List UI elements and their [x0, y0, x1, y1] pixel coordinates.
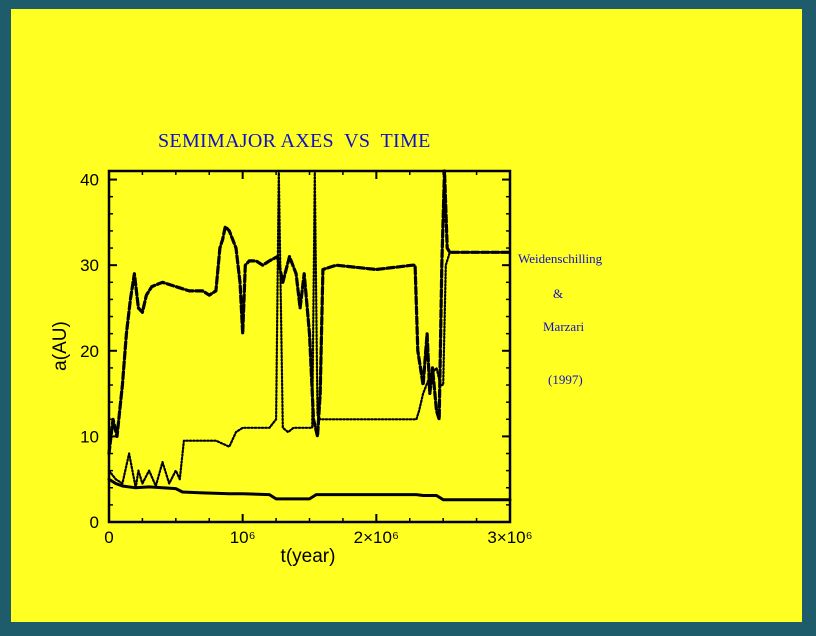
y-tick-label: 0 [90, 513, 99, 532]
y-tick-label: 40 [80, 171, 99, 190]
y-tick-label: 30 [80, 256, 99, 275]
citation-author-2: Marzari [543, 319, 585, 334]
series-layer [107, 169, 512, 502]
y-tick-label: 10 [80, 427, 99, 446]
citation-author-1: Weidenschilling [518, 251, 603, 266]
citation-ampersand: & [553, 286, 564, 301]
series-line-dashed [107, 169, 512, 456]
tick-layer: 0 10⁶ 2×10⁶ 3×10⁶ 0 10 20 30 40 [80, 171, 533, 547]
series-line-solid [107, 477, 512, 502]
x-axis-label: t(year) [281, 546, 336, 567]
series-line-dotted [107, 169, 512, 489]
x-tick-label: 3×10⁶ [487, 528, 532, 547]
citation-year: (1997) [548, 372, 583, 387]
x-tick-label: 10⁶ [230, 528, 256, 547]
y-tick-label: 20 [80, 342, 99, 361]
x-tick-label: 2×10⁶ [354, 528, 399, 547]
y-axis-label: a(AU) [50, 321, 71, 371]
chart-title: SEMIMAJOR AXES VS TIME [158, 130, 431, 152]
x-tick-label: 0 [104, 528, 113, 547]
